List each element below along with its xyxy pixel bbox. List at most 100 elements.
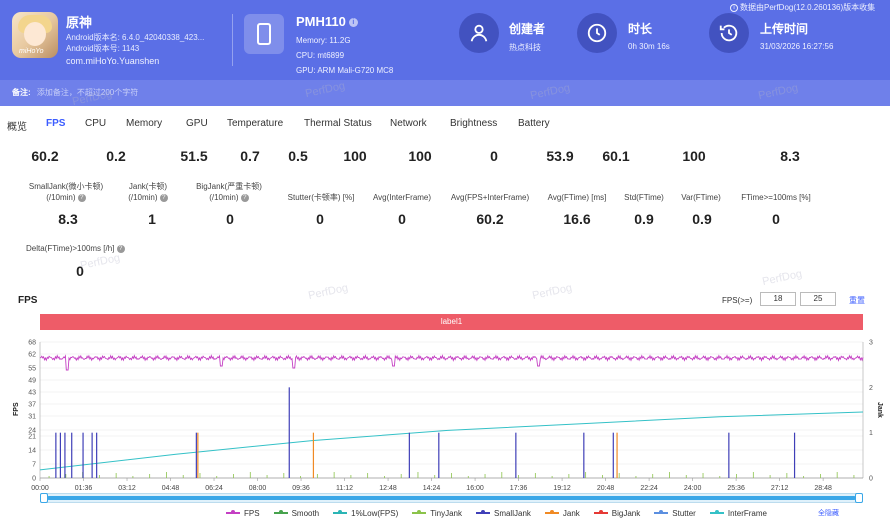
chart-title: FPS: [18, 295, 38, 306]
x-tick-label: 03:12: [118, 485, 136, 492]
device-name-text: PMH110: [296, 14, 346, 29]
y2-axis-label: Jank: [876, 402, 883, 418]
y2-tick-label: 1: [869, 430, 873, 437]
legend-item[interactable]: Stutter: [654, 509, 696, 518]
tab-fps[interactable]: FPS: [46, 118, 66, 129]
label-band[interactable]: label1: [40, 314, 863, 330]
metric-value: 8.3: [780, 148, 800, 164]
metric-label-fps-interframe: Avg(FPS+InterFrame): [450, 193, 530, 202]
note-input[interactable]: 添加备注，不超过200个字符: [36, 88, 139, 97]
metric-value: 53.9: [546, 148, 574, 164]
metric-label-text: (/10min): [128, 193, 158, 202]
metric-value: 60.1: [602, 148, 630, 164]
app-icon: miHoYo: [12, 12, 58, 58]
help-icon[interactable]: ?: [77, 193, 86, 202]
metric-value: 100: [408, 148, 432, 164]
legend-item[interactable]: FPS: [226, 509, 260, 518]
tab-temperature[interactable]: Temperature: [227, 118, 284, 129]
metric-label-text: Delta(FTime)>100ms [/h]: [26, 244, 115, 253]
x-tick-label: 12:48: [379, 485, 397, 492]
y-tick-label: 21: [28, 434, 36, 441]
duration-value: 0h 30m 16s: [628, 42, 670, 51]
app-icon-text: miHoYo: [19, 48, 44, 55]
metric-value: 100: [343, 148, 367, 164]
legend-item[interactable]: TinyJank: [412, 509, 462, 518]
legend-label: Stutter: [672, 508, 696, 518]
legend-label: Smooth: [291, 508, 320, 518]
x-tick-label: 28:48: [814, 485, 832, 492]
x-tick-label: 20:48: [597, 485, 615, 492]
legend-label: SmallJank: [493, 508, 531, 518]
scrollbar-range[interactable]: [47, 496, 856, 500]
y-tick-label: 55: [28, 366, 36, 373]
help-icon[interactable]: ?: [116, 244, 125, 253]
metric-label-var-ftime: Var(FTime): [681, 193, 721, 202]
fps-threshold-label: FPS(>=): [722, 296, 753, 305]
note-bar[interactable]: 备注: 添加备注，不超过200个字符: [0, 80, 890, 106]
series-fps: [39, 354, 864, 371]
legend-swatch: [709, 510, 724, 514]
legend-item[interactable]: 1%Low(FPS): [333, 509, 398, 518]
tab-network[interactable]: Network: [390, 118, 427, 129]
android-version-name: Android版本名: 6.4.0_42040338_423...: [66, 33, 205, 42]
tab-brightness[interactable]: Brightness: [450, 118, 498, 129]
scrollbar-left-handle[interactable]: [40, 493, 48, 503]
metric-label-delta-ftime: Delta(FTime)>100ms [/h] ?: [26, 243, 125, 254]
help-icon[interactable]: ?: [240, 193, 249, 202]
legend-item[interactable]: BigJank: [593, 508, 641, 518]
reset-button[interactable]: 重置: [849, 296, 865, 305]
tab-thermal-status[interactable]: Thermal Status: [304, 118, 372, 129]
tab-memory[interactable]: Memory: [126, 118, 163, 129]
legend-label: Jank: [562, 508, 580, 518]
y-tick-label: 43: [28, 390, 36, 397]
creator-value: 热点科技: [509, 43, 541, 52]
fps-threshold-input-2[interactable]: 25: [800, 292, 836, 306]
legend-label: BigJank: [611, 508, 641, 518]
device-cpu: CPU: mt6899: [296, 51, 345, 60]
hide-all-button[interactable]: 全隐藏: [818, 510, 839, 517]
legend-item[interactable]: Jank: [544, 508, 580, 518]
legend-swatch: [475, 510, 490, 514]
y-tick-label: 68: [28, 340, 36, 347]
y-axis-label: FPS: [13, 402, 20, 416]
app-name: 原神: [66, 15, 93, 30]
info-icon: i: [730, 3, 738, 12]
metric-label-text: Jank(卡顿): [128, 182, 168, 191]
metric-value: 100: [682, 148, 706, 164]
legend-label: InterFrame: [727, 508, 767, 518]
android-version-code: Android版本号: 1143: [66, 44, 140, 53]
fps-threshold-input-1[interactable]: 18: [760, 292, 796, 306]
legend-item[interactable]: InterFrame: [709, 508, 767, 518]
y-tick-label: 31: [28, 414, 36, 421]
metric-value: 0.2: [106, 148, 126, 164]
tab-overview[interactable]: 概览: [7, 122, 27, 133]
watermark: PerfDog: [531, 281, 574, 303]
x-tick-label: 16:00: [466, 485, 484, 492]
legend-item[interactable]: Smooth: [273, 508, 320, 518]
package-name: com.miHoYo.Yuanshen: [66, 56, 160, 66]
tab-cpu[interactable]: CPU: [85, 118, 107, 129]
legend-swatch: [593, 510, 608, 514]
app-version: Android版本名: 6.4.0_42040338_423... Androi…: [66, 32, 204, 54]
legend-label: TinyJank: [430, 508, 462, 518]
tab-gpu[interactable]: GPU: [186, 118, 208, 129]
metric-value: 51.5: [180, 148, 208, 164]
legend-item[interactable]: SmallJank: [475, 508, 531, 518]
y-tick-label: 24: [28, 428, 36, 435]
scrollbar-right-handle[interactable]: [855, 493, 863, 503]
watermark: PerfDog: [761, 267, 804, 289]
info-icon[interactable]: i: [348, 18, 358, 28]
y-tick-label: 37: [28, 402, 36, 409]
x-tick-label: 04:48: [162, 485, 180, 492]
help-icon[interactable]: ?: [159, 193, 168, 202]
legend-label: 1%Low(FPS): [351, 508, 399, 518]
metric-label-std-ftime: Std(FTime): [624, 193, 664, 202]
device-gpu: GPU: ARM Mali-G720 MC8: [296, 66, 394, 75]
x-tick-label: 19:12: [553, 485, 571, 492]
metric-value: 0.7: [240, 148, 260, 164]
tab-battery[interactable]: Battery: [518, 118, 550, 129]
timeline-scrollbar[interactable]: [40, 493, 863, 503]
legend-swatch: [654, 510, 669, 514]
clock-icon: [577, 13, 617, 53]
